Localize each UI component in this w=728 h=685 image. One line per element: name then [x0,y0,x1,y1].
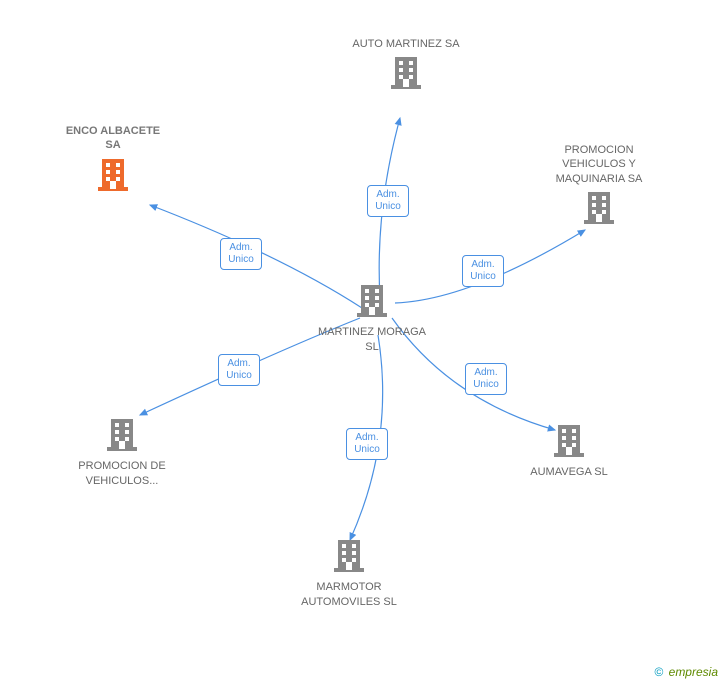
node-label: MARMOTOR AUTOMOVILES SL [294,580,404,609]
node-promocion_vm[interactable]: PROMOCION VEHICULOS Y MAQUINARIA SA [544,143,654,228]
edge-label-line1: Adm. [376,189,399,200]
edge-label-line1: Adm. [229,242,252,253]
watermark: © empresia [654,665,718,679]
building-icon [317,283,427,321]
node-label: AUTO MARTINEZ SA [351,37,461,51]
edge-label-line2: Unico [470,271,496,282]
node-promocion_de_v[interactable]: PROMOCION DE VEHICULOS... [67,417,177,488]
node-label: AUMAVEGA SL [514,465,624,479]
edge-label-promocion_de_v: Adm.Unico [218,354,260,386]
node-label: MARTINEZ MORAGA SL [317,325,427,354]
edge-label-line1: Adm. [474,367,497,378]
edge-label-line1: Adm. [355,432,378,443]
building-icon [514,423,624,461]
node-auto_martinez[interactable]: AUTO MARTINEZ SA [351,37,461,94]
edge-label-promocion_vm: Adm.Unico [462,255,504,287]
edge-label-line1: Adm. [471,259,494,270]
watermark-text: empresia [669,665,718,679]
edge-label-aumavega: Adm.Unico [465,363,507,395]
node-enco[interactable]: ENCO ALBACETE SA [58,124,168,195]
edge-label-auto_martinez: Adm.Unico [367,185,409,217]
building-icon [294,538,404,576]
node-aumavega[interactable]: AUMAVEGA SL [514,423,624,480]
node-marmotor[interactable]: MARMOTOR AUTOMOVILES SL [294,538,404,609]
building-icon [67,417,177,455]
building-icon [58,157,168,195]
building-icon [351,55,461,93]
center-node[interactable]: MARTINEZ MORAGA SL [317,283,427,354]
edge-label-enco: Adm.Unico [220,238,262,270]
edge-label-line2: Unico [354,444,380,455]
edge-label-line1: Adm. [227,358,250,369]
edge-label-line2: Unico [226,370,252,381]
node-label: PROMOCION DE VEHICULOS... [67,459,177,488]
edge-label-line2: Unico [228,254,254,265]
edge-label-marmotor: Adm.Unico [346,428,388,460]
building-icon [544,190,654,228]
edge-label-line2: Unico [375,201,401,212]
copyright-symbol: © [654,665,663,679]
node-label: ENCO ALBACETE SA [58,124,168,153]
node-label: PROMOCION VEHICULOS Y MAQUINARIA SA [544,143,654,186]
edge-label-line2: Unico [473,379,499,390]
